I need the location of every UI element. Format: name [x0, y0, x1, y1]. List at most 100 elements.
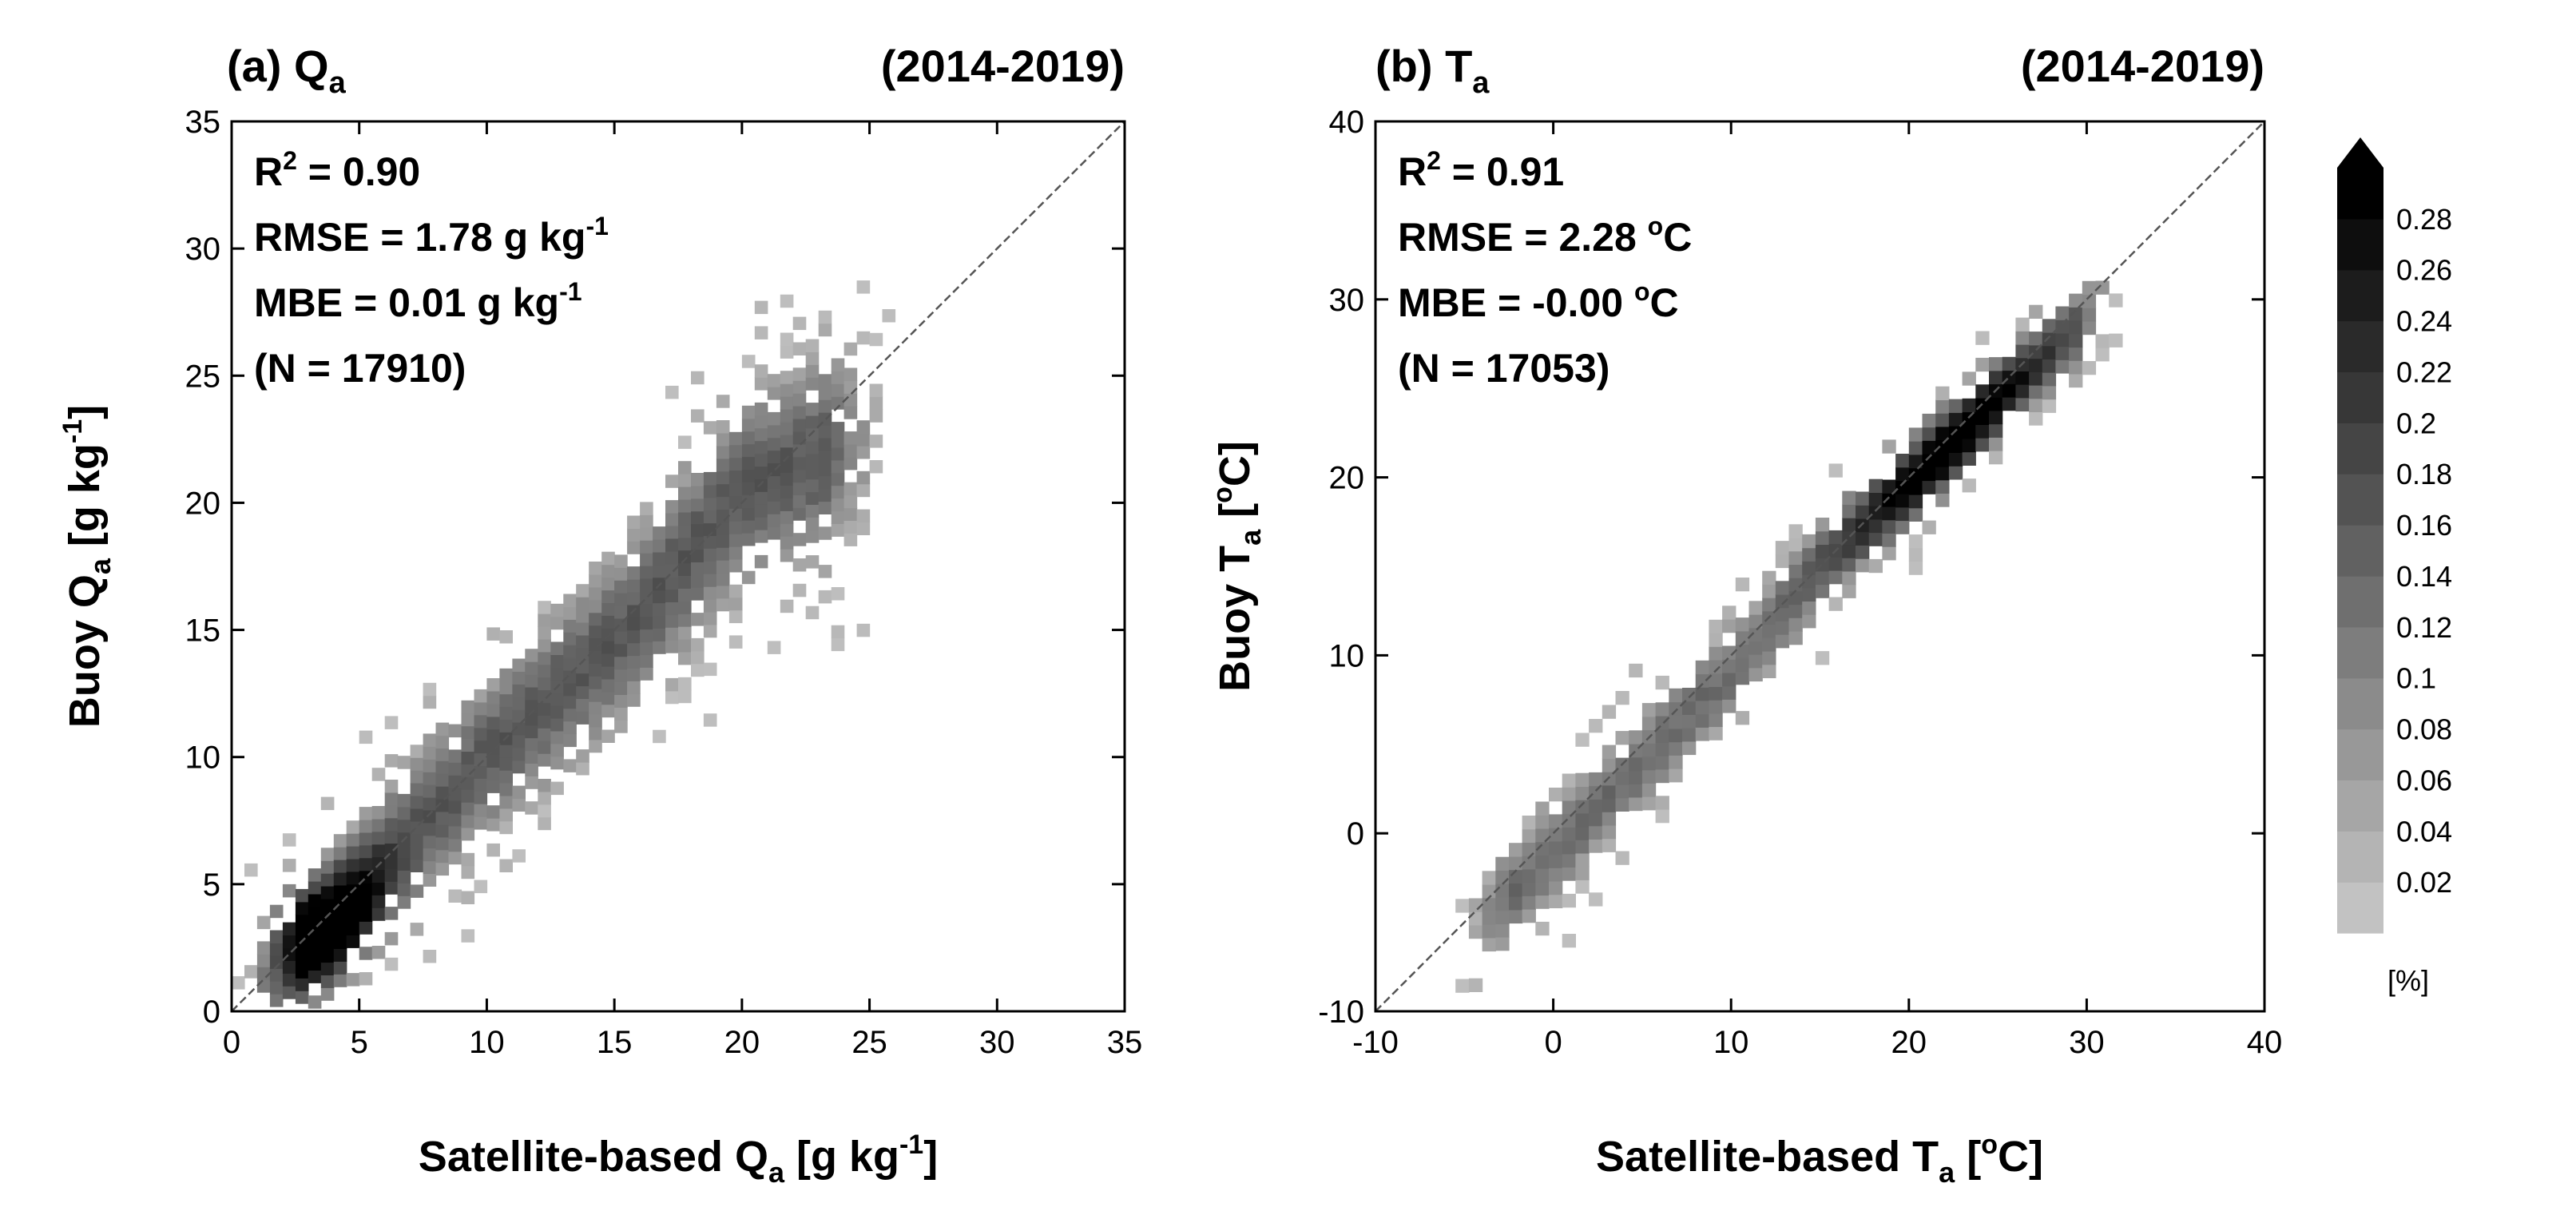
heatmap-cell — [1815, 544, 1830, 558]
heatmap-cell — [792, 469, 807, 483]
heatmap-cell — [1549, 814, 1563, 828]
heatmap-cell — [371, 869, 386, 883]
heatmap-cell — [282, 935, 296, 948]
heatmap-cell — [346, 820, 360, 834]
heatmap-cell — [474, 816, 488, 830]
heatmap-cell — [678, 562, 692, 576]
heatmap-cell — [691, 613, 705, 626]
heatmap-cell — [767, 501, 781, 514]
heatmap-cell — [805, 427, 820, 442]
heatmap-cell — [703, 561, 717, 574]
heatmap-cell — [1615, 784, 1629, 799]
colorbar-swatches: 0.02 0.04 0.06 0.08 0.1 0.12 0.14 0.16 0.18 0.2 0.… — [2337, 137, 2452, 934]
heatmap-cell — [818, 437, 832, 451]
heatmap-cell — [627, 579, 641, 593]
heatmap-cell — [1641, 796, 1657, 811]
heatmap-cell — [1641, 783, 1657, 797]
heatmap-cell — [614, 656, 628, 670]
heatmap-cell — [563, 632, 577, 645]
heatmap-cell — [563, 708, 577, 722]
heatmap-cell — [627, 681, 641, 694]
heatmap-cell — [269, 930, 284, 943]
heatmap-cell — [678, 524, 692, 538]
heatmap-cell — [1802, 601, 1816, 615]
heatmap-cell — [486, 754, 500, 768]
heatmap-cell — [1775, 594, 1790, 609]
heatmap-cell — [601, 564, 615, 578]
heatmap-cell — [2069, 293, 2083, 308]
heatmap-cell — [1549, 840, 1563, 856]
heatmap-cell — [525, 725, 538, 739]
heatmap-cell — [614, 694, 628, 708]
heatmap-cell — [1922, 520, 1936, 534]
x-tick-label: 30 — [979, 1025, 1015, 1060]
heatmap-cell — [525, 661, 538, 675]
heatmap-cell — [525, 699, 538, 713]
heatmap-cell — [550, 705, 564, 719]
heatmap-cell — [359, 908, 373, 922]
heatmap-cell — [1602, 784, 1617, 800]
heatmap-cell — [1735, 578, 1750, 592]
heatmap-cell — [627, 541, 641, 554]
heatmap-cell — [1989, 423, 2003, 438]
heatmap-cell — [1549, 828, 1563, 842]
heatmap-cell — [550, 641, 564, 655]
heatmap-cell — [576, 673, 589, 687]
heatmap-cell — [499, 668, 513, 682]
rmse-stat-b: RMSE = 2.28 oC — [1398, 212, 1692, 260]
heatmap-cell — [423, 784, 437, 798]
heatmap-cell — [1748, 641, 1763, 655]
heatmap-cell — [1948, 412, 1963, 427]
heatmap-cell — [665, 589, 679, 602]
heatmap-cell — [627, 629, 641, 644]
heatmap-cell — [1882, 533, 1896, 547]
heatmap-cell — [678, 499, 692, 513]
heatmap-cell — [1495, 856, 1510, 871]
heatmap-cell — [767, 411, 781, 426]
heatmap-cell — [741, 482, 756, 495]
heatmap-cell — [538, 651, 551, 665]
heatmap-cell — [754, 440, 768, 455]
heatmap-cell — [397, 895, 411, 909]
heatmap-cell — [792, 533, 807, 546]
heatmap-cell — [538, 740, 551, 754]
heatmap-cell — [384, 780, 399, 793]
heatmap-cell — [1709, 726, 1723, 740]
heatmap-cell — [1615, 731, 1629, 745]
heatmap-cell — [589, 599, 602, 613]
heatmap-cell — [576, 685, 589, 699]
heatmap-cell — [869, 383, 883, 397]
heatmap-cell — [1975, 411, 1990, 425]
heatmap-cell — [461, 725, 475, 740]
heatmap-cell — [831, 459, 845, 474]
heatmap-cell — [1629, 756, 1643, 772]
heatmap-cell — [653, 641, 666, 654]
heatmap-cell — [1908, 507, 1923, 522]
heatmap-cell — [1629, 796, 1643, 812]
heatmap-cell — [2015, 371, 2030, 385]
heatmap-cell — [728, 559, 743, 573]
heatmap-cell — [2029, 371, 2043, 386]
heatmap-cell — [1735, 617, 1750, 632]
heatmap-cell — [665, 513, 679, 526]
heatmap-cell — [1669, 701, 1683, 716]
heatmap-cell — [1495, 896, 1510, 911]
heatmap-cell — [716, 573, 730, 586]
colorbar-swatch — [2337, 423, 2383, 474]
heatmap-cell — [728, 584, 743, 598]
heatmap-cell — [614, 580, 628, 594]
heatmap-cell — [1962, 425, 1976, 439]
heatmap-cell — [346, 935, 360, 948]
heatmap-cell — [384, 868, 399, 882]
heatmap-cell — [754, 364, 768, 378]
heatmap-cell — [333, 910, 347, 924]
heatmap-cell — [1575, 879, 1590, 894]
heatmap-cell — [474, 740, 488, 754]
heatmap-cell — [678, 626, 692, 640]
heatmap-cell — [499, 719, 513, 733]
heatmap-cell — [1655, 742, 1669, 756]
heatmap-cell — [1882, 506, 1896, 521]
heatmap-cell — [461, 865, 475, 879]
heatmap-cell — [2029, 398, 2043, 412]
